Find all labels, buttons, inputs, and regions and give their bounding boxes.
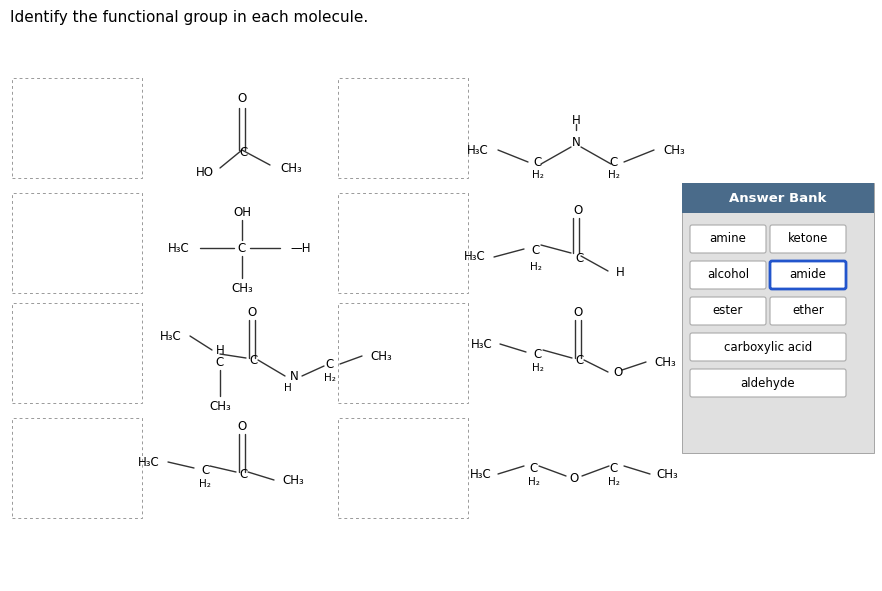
Text: C: C — [532, 245, 540, 258]
Text: O: O — [570, 472, 579, 485]
FancyBboxPatch shape — [770, 225, 846, 253]
Text: ketone: ketone — [788, 232, 828, 245]
Text: C: C — [240, 469, 248, 482]
Text: H₂: H₂ — [530, 262, 542, 272]
Text: CH₃: CH₃ — [663, 144, 684, 157]
Bar — [338, 418, 468, 518]
Bar — [12, 303, 142, 403]
Text: C: C — [250, 355, 258, 368]
Text: H₃C: H₃C — [138, 456, 160, 469]
Bar — [682, 183, 874, 213]
Bar — [12, 418, 142, 518]
Text: O: O — [247, 306, 257, 319]
Text: ester: ester — [713, 304, 744, 317]
Text: CH₃: CH₃ — [209, 400, 231, 413]
Text: H: H — [284, 383, 292, 393]
FancyBboxPatch shape — [690, 297, 766, 325]
Text: C: C — [575, 252, 583, 265]
Text: Answer Bank: Answer Bank — [729, 191, 826, 204]
Text: H₃C: H₃C — [467, 144, 489, 157]
Text: —H: —H — [290, 242, 310, 255]
Text: H₃C: H₃C — [464, 251, 486, 264]
FancyBboxPatch shape — [770, 297, 846, 325]
Text: aldehyde: aldehyde — [741, 376, 796, 389]
Text: H: H — [572, 113, 580, 126]
Text: C: C — [609, 155, 618, 168]
Text: carboxylic acid: carboxylic acid — [724, 340, 812, 353]
Text: N: N — [290, 369, 299, 382]
Bar — [338, 303, 468, 403]
Text: alcohol: alcohol — [707, 268, 749, 281]
Text: O: O — [237, 92, 247, 105]
Text: O: O — [573, 203, 583, 216]
Text: H₃C: H₃C — [168, 242, 190, 255]
Text: C: C — [240, 147, 248, 160]
Bar — [12, 78, 142, 178]
Text: C: C — [530, 462, 538, 475]
Bar — [682, 183, 874, 453]
Text: H₃C: H₃C — [470, 467, 492, 480]
Text: O: O — [573, 306, 583, 319]
FancyBboxPatch shape — [690, 369, 846, 397]
Text: HO: HO — [196, 165, 214, 178]
Text: O: O — [613, 365, 622, 378]
Text: amine: amine — [709, 232, 746, 245]
Text: H: H — [616, 267, 624, 280]
Text: H₂: H₂ — [199, 479, 211, 489]
Text: OH: OH — [233, 206, 251, 219]
Text: C: C — [609, 462, 618, 475]
Text: C: C — [201, 463, 209, 476]
Text: H₂: H₂ — [324, 373, 336, 383]
Text: C: C — [534, 348, 542, 361]
Text: C: C — [576, 355, 584, 368]
Bar — [338, 78, 468, 178]
FancyBboxPatch shape — [690, 333, 846, 361]
Text: CH₃: CH₃ — [654, 356, 676, 369]
Text: C: C — [238, 242, 246, 255]
Text: N: N — [572, 135, 580, 148]
Text: C: C — [325, 358, 334, 371]
Text: CH₃: CH₃ — [231, 281, 253, 294]
Text: H₂: H₂ — [608, 170, 620, 180]
Bar — [12, 193, 142, 293]
Text: amide: amide — [789, 268, 826, 281]
Text: CH₃: CH₃ — [282, 473, 303, 486]
Text: Identify the functional group in each molecule.: Identify the functional group in each mo… — [10, 10, 369, 25]
Text: ether: ether — [792, 304, 824, 317]
Bar — [338, 193, 468, 293]
Text: H₃C: H₃C — [471, 337, 493, 350]
Text: H₂: H₂ — [608, 477, 620, 487]
FancyBboxPatch shape — [770, 261, 846, 289]
FancyBboxPatch shape — [690, 225, 766, 253]
Text: CH₃: CH₃ — [280, 161, 302, 174]
Text: C: C — [216, 356, 224, 369]
Text: H₂: H₂ — [528, 477, 540, 487]
Text: H₂: H₂ — [532, 170, 544, 180]
FancyBboxPatch shape — [690, 261, 766, 289]
Text: C: C — [534, 155, 542, 168]
Text: H₃C: H₃C — [161, 330, 182, 343]
Text: H₂: H₂ — [532, 363, 544, 373]
Text: O: O — [237, 420, 247, 433]
Text: CH₃: CH₃ — [370, 349, 392, 362]
Text: CH₃: CH₃ — [656, 467, 677, 480]
Text: H: H — [215, 343, 224, 356]
